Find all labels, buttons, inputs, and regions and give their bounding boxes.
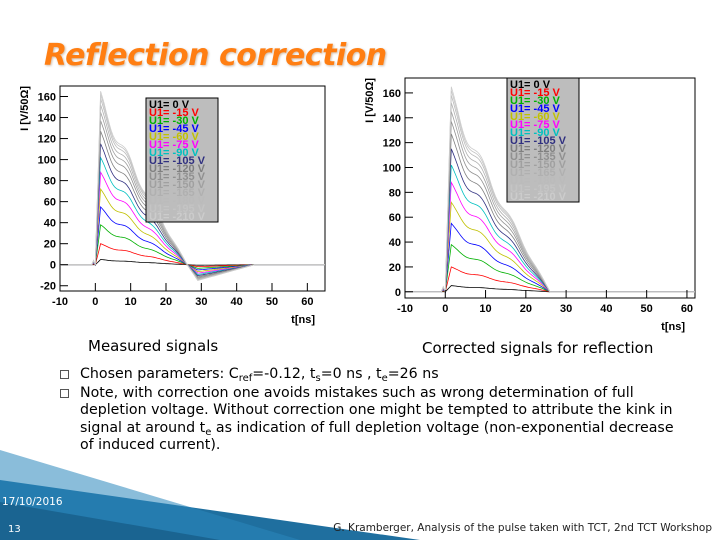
x-tick-label: 60 — [301, 296, 313, 308]
legend: U1= 0 VU1= -15 VU1= -30 VU1= -45 VU1= -6… — [145, 97, 219, 223]
caption-corrected: Corrected signals for reflection — [422, 339, 654, 357]
x-tick-label: 0 — [442, 303, 448, 315]
y-axis-label: I [V/50Ω] — [19, 86, 31, 131]
legend-entry: U1= -135 V — [510, 151, 567, 163]
x-tick-label: -10 — [52, 296, 68, 308]
x-tick-label: 60 — [681, 303, 693, 315]
x-tick-label: 10 — [125, 296, 137, 308]
legend-entry: U1= -210 V — [149, 211, 206, 223]
x-tick-label: 20 — [520, 303, 532, 315]
legend-entry: U1= -105 V — [510, 135, 567, 147]
legend-entry: U1= -90 V — [149, 147, 199, 159]
legend-entry: U1= -120 V — [149, 163, 206, 175]
legend-entry: U1= -15 V — [149, 107, 199, 119]
x-tick-label: 20 — [160, 296, 172, 308]
y-tick-label: 0 — [50, 260, 56, 272]
bullet-note: Note, with correction one avoids mistake… — [60, 385, 680, 455]
measured-signals-chart: -20 0 20 40 60 80 100 120 140 160 -10 0 10 20 30 40 50 60… — [19, 85, 326, 326]
legend-entry: U1= -120 V — [510, 143, 567, 155]
y-tick-label: 120 — [38, 134, 56, 146]
legend-entry: U1= -75 V — [510, 119, 560, 131]
legend-entry: U1= -150 V — [149, 179, 206, 191]
slide-footer: G. Kramberger, Analysis of the pulse tak… — [333, 522, 712, 534]
legend-entry: U1= 0 V — [510, 79, 551, 91]
legend-entry: U1= -105 V — [149, 155, 206, 167]
x-tick-label: 30 — [560, 303, 572, 315]
y-tick-label: -20 — [40, 281, 56, 293]
y-tick-label: 140 — [383, 113, 401, 125]
corrected-signals-chart: 0 20 40 60 80 100 120 140 160 -10 0 10 20 30 40 50 60 t[n… — [364, 77, 696, 333]
x-tick-label: 30 — [195, 296, 207, 308]
y-tick-label: 60 — [44, 197, 56, 209]
x-tick-label: 50 — [641, 303, 653, 315]
legend-entry: U1= -210 V — [510, 191, 567, 203]
legend-box — [506, 77, 580, 203]
bullet-text: Note, with correction one avoids mistake… — [80, 384, 674, 454]
x-tick-label: 50 — [266, 296, 278, 308]
y-tick-label: 80 — [389, 187, 401, 199]
caption-measured: Measured signals — [88, 337, 219, 355]
y-tick-label: 140 — [38, 113, 56, 125]
page-number: 13 — [8, 524, 21, 535]
legend-entry: U1= -30 V — [149, 115, 199, 127]
legend-entry: U1= -75 V — [149, 139, 199, 151]
x-axis-label: t[ns] — [291, 314, 315, 326]
bullet-list: Chosen parameters: Cref=-0.12, ts=0 ns ,… — [60, 366, 680, 456]
legend-entry: U1= -45 V — [149, 123, 199, 135]
y-tick-label: 20 — [389, 262, 401, 274]
bullet-text: Chosen parameters: Cref=-0.12, ts=0 ns ,… — [80, 366, 439, 384]
legend-entry: U1= -60 V — [510, 111, 560, 123]
legend-entry: U1= -195 V — [149, 203, 206, 215]
x-tick-label: 0 — [92, 296, 98, 308]
legend-entry: U1= -30 V — [510, 95, 560, 107]
x-axis-label: t[ns] — [661, 321, 685, 333]
y-tick-label: 0 — [395, 287, 401, 299]
legend-entry: U1= -60 V — [149, 131, 199, 143]
x-tick-label: 40 — [600, 303, 612, 315]
legend-entry: U1= -180 V — [510, 175, 567, 187]
series-line — [60, 91, 325, 281]
y-tick-label: 100 — [383, 162, 401, 174]
bullet-parameters: Chosen parameters: Cref=-0.12, ts=0 ns ,… — [60, 366, 680, 384]
x-tick-label: 40 — [231, 296, 243, 308]
slide-date: 17/10/2016 — [2, 496, 63, 508]
y-tick-label: 80 — [44, 176, 56, 188]
y-tick-label: 60 — [389, 212, 401, 224]
legend-entry: U1= -150 V — [510, 159, 567, 171]
y-tick-label: 100 — [38, 155, 56, 167]
slide-decoration — [0, 450, 420, 540]
x-tick-label: 10 — [479, 303, 491, 315]
y-tick-label: 40 — [389, 237, 401, 249]
legend-entry: U1= 0 V — [149, 99, 190, 111]
bullet-box-icon — [60, 370, 69, 379]
y-tick-label: 160 — [383, 88, 401, 100]
slide-title: Reflection correction — [44, 38, 387, 73]
legend-entry: U1= -165 V — [510, 167, 567, 179]
bullet-box-icon — [60, 388, 69, 398]
y-tick-label: 160 — [38, 92, 56, 104]
y-tick-label: 120 — [383, 138, 401, 150]
y-axis-label: I [V/50Ω] — [364, 78, 376, 123]
legend-entry: U1= -45 V — [510, 103, 560, 115]
legend-entry: U1= -90 V — [510, 127, 560, 139]
legend-box — [145, 97, 219, 223]
legend-entry: U1= -135 V — [149, 171, 206, 183]
legend-entry: U1= -165 V — [149, 187, 206, 199]
y-tick-label: 40 — [44, 218, 56, 230]
x-tick-label: -10 — [397, 303, 413, 315]
legend: U1= 0 VU1= -15 VU1= -30 VU1= -45 VU1= -6… — [506, 77, 580, 203]
y-tick-label: 20 — [44, 239, 56, 251]
legend-entry: U1= -195 V — [510, 183, 567, 195]
series-group — [60, 91, 325, 281]
legend-entry: U1= -15 V — [510, 87, 560, 99]
legend-entry: U1= -180 V — [149, 195, 206, 207]
